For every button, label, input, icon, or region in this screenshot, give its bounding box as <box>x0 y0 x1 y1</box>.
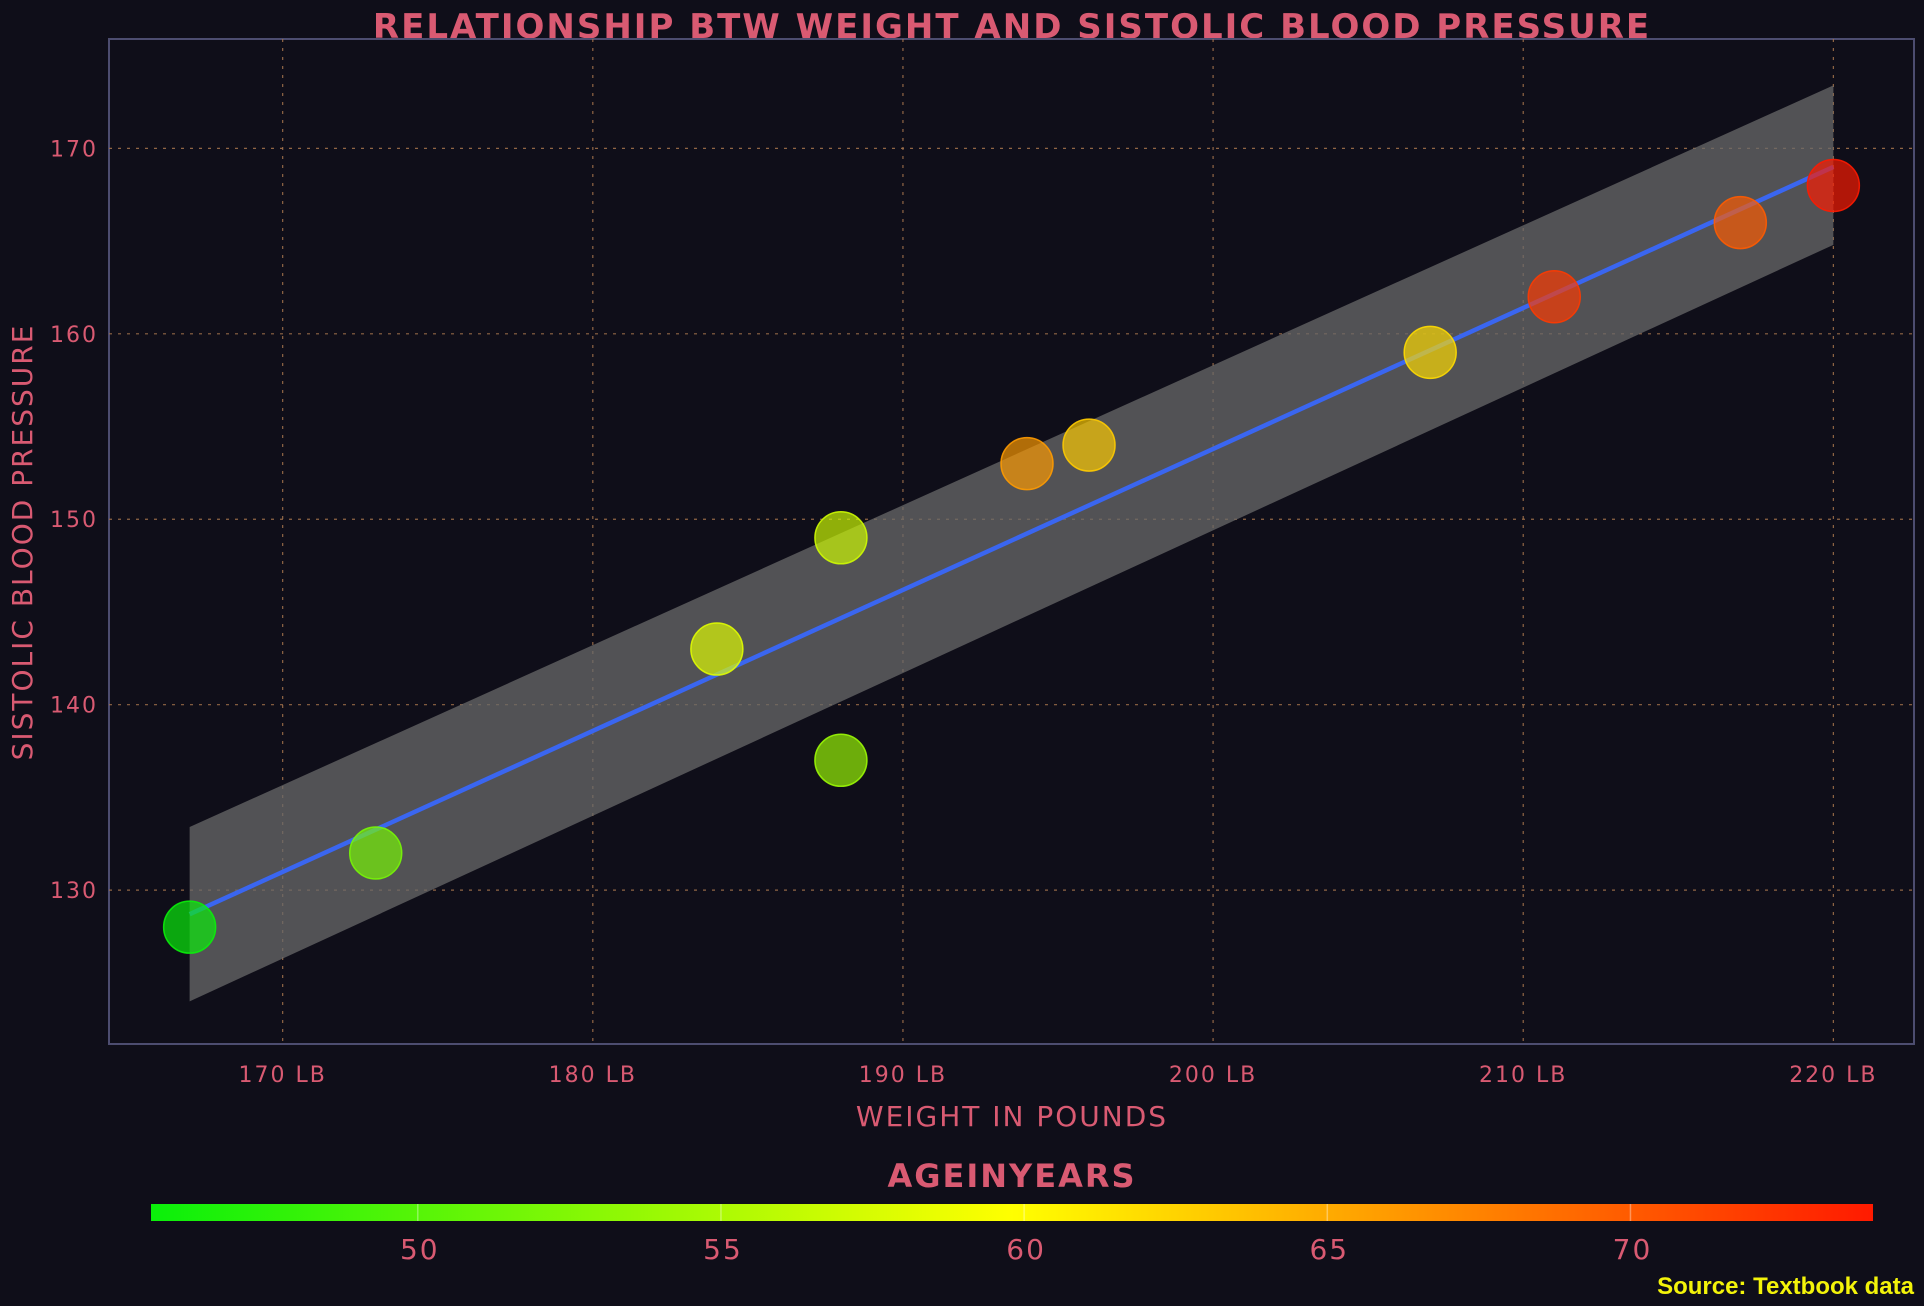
y-tick-label: 130 <box>50 879 98 904</box>
x-tick-labels: 170 LB 180 LB 190 LB 200 LB 210 LB 220 LB <box>239 1063 1877 1088</box>
x-tick-label: 220 LB <box>1789 1063 1877 1088</box>
x-axis-title: WEIGHT IN POUNDS <box>856 1100 1168 1133</box>
x-tick-label: 180 LB <box>549 1063 637 1088</box>
x-tick-label: 210 LB <box>1479 1063 1567 1088</box>
data-point <box>690 622 744 676</box>
points-layer <box>162 158 1861 954</box>
colorbar-tick-label: 70 <box>1613 1233 1653 1266</box>
colorbar-tick-label: 50 <box>400 1233 440 1266</box>
colorbar-tick-label: 55 <box>703 1233 743 1266</box>
y-tick-labels: 130 140 150 160 170 <box>50 137 98 904</box>
y-tick-label: 150 <box>50 508 98 533</box>
data-point <box>1713 195 1768 250</box>
data-point <box>814 511 868 565</box>
y-tick-label: 140 <box>50 694 98 719</box>
colorbar <box>151 1204 1873 1221</box>
colorbar-tick-label: 65 <box>1309 1233 1349 1266</box>
colorbar-tick-label: 60 <box>1006 1233 1046 1266</box>
data-point <box>1806 158 1861 213</box>
source-note: Source: Textbook data <box>1657 1273 1915 1300</box>
chart-title: RELATIONSHIP BTW WEIGHT AND SISTOLIC BLO… <box>373 7 1651 47</box>
y-tick-label: 170 <box>50 137 98 162</box>
data-point <box>814 733 868 788</box>
x-tick-label: 170 LB <box>239 1063 327 1088</box>
plot-frame <box>108 38 1915 1045</box>
x-tick-label: 200 LB <box>1169 1063 1257 1088</box>
data-point <box>162 900 217 954</box>
data-point <box>1062 418 1116 472</box>
y-axis-title: SISTOLIC BLOOD PRESSURE <box>6 324 39 761</box>
regression-line <box>188 164 1835 917</box>
grid <box>109 39 1914 1044</box>
regression-line-layer <box>188 164 1835 917</box>
data-point <box>1000 436 1054 491</box>
colorbar-title: AGEINYEARS <box>887 1157 1136 1195</box>
x-tick-label: 190 LB <box>859 1063 947 1088</box>
y-tick-label: 160 <box>50 323 98 348</box>
colorbar-ticks: 50 55 60 65 70 <box>400 1204 1653 1266</box>
data-point <box>1527 269 1581 324</box>
confidence-band-layer <box>189 85 1834 1002</box>
confidence-band <box>189 85 1834 1002</box>
data-point <box>1403 325 1457 380</box>
data-point <box>348 826 403 880</box>
